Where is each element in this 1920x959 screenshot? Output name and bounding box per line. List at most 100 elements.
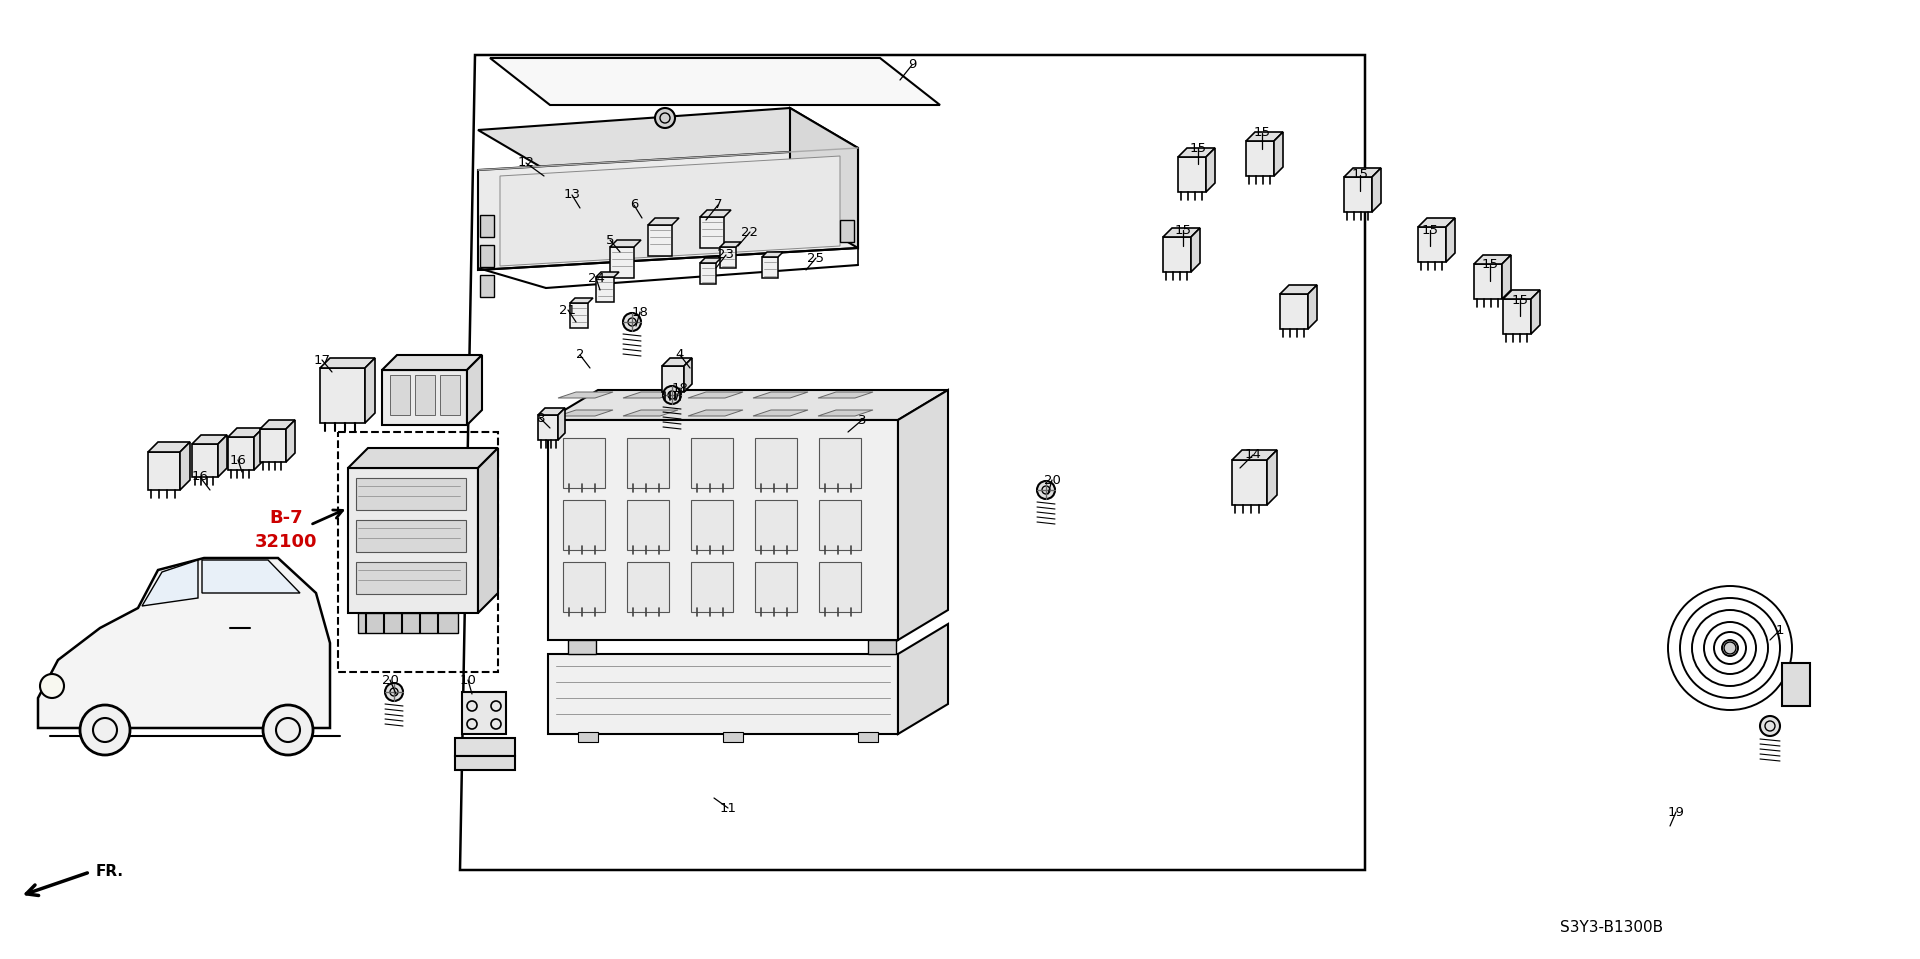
Bar	[563, 438, 605, 488]
Polygon shape	[547, 420, 899, 640]
Polygon shape	[1782, 663, 1811, 706]
Polygon shape	[1475, 255, 1511, 264]
Polygon shape	[202, 560, 300, 593]
Polygon shape	[538, 408, 564, 415]
Circle shape	[263, 705, 313, 755]
Polygon shape	[1344, 177, 1373, 212]
Polygon shape	[348, 448, 497, 468]
Polygon shape	[192, 435, 227, 444]
Polygon shape	[684, 358, 691, 392]
Text: 4: 4	[676, 348, 684, 362]
Bar	[563, 500, 605, 550]
Bar	[841, 220, 854, 242]
Polygon shape	[595, 277, 614, 302]
Text: 15: 15	[1421, 223, 1438, 237]
Polygon shape	[348, 468, 478, 613]
Polygon shape	[478, 148, 858, 270]
Text: 17: 17	[313, 354, 330, 366]
Polygon shape	[467, 355, 482, 425]
Text: 18: 18	[632, 306, 649, 318]
Bar	[338, 432, 497, 672]
Polygon shape	[595, 272, 618, 277]
Text: 22: 22	[741, 225, 758, 239]
Text: 21: 21	[559, 303, 576, 316]
Text: 15: 15	[1482, 259, 1498, 271]
Circle shape	[40, 674, 63, 698]
Polygon shape	[1206, 148, 1215, 192]
Bar	[755, 500, 797, 550]
Polygon shape	[253, 428, 263, 470]
Polygon shape	[228, 428, 263, 437]
Polygon shape	[1501, 255, 1511, 299]
Circle shape	[1761, 716, 1780, 736]
Polygon shape	[701, 210, 732, 217]
Text: 32100: 32100	[255, 533, 317, 551]
Text: 25: 25	[808, 251, 824, 265]
Polygon shape	[192, 444, 219, 477]
Polygon shape	[547, 390, 948, 420]
Bar	[440, 375, 461, 415]
Polygon shape	[382, 370, 467, 425]
Text: 16: 16	[230, 454, 246, 466]
Polygon shape	[1475, 264, 1501, 299]
Polygon shape	[1246, 141, 1275, 176]
Polygon shape	[478, 108, 858, 170]
Polygon shape	[547, 654, 899, 734]
Polygon shape	[1373, 168, 1380, 212]
Text: 12: 12	[518, 156, 534, 170]
Polygon shape	[1267, 450, 1277, 505]
Polygon shape	[1344, 168, 1380, 177]
Polygon shape	[762, 257, 778, 278]
Polygon shape	[219, 435, 227, 477]
Text: 14: 14	[1244, 449, 1261, 461]
Polygon shape	[365, 358, 374, 423]
Circle shape	[655, 108, 676, 128]
Polygon shape	[1503, 290, 1540, 299]
Polygon shape	[818, 410, 874, 416]
Polygon shape	[1281, 294, 1308, 329]
Polygon shape	[1179, 157, 1206, 192]
Polygon shape	[321, 368, 365, 423]
Polygon shape	[789, 108, 858, 248]
Bar	[691, 438, 733, 488]
Polygon shape	[687, 392, 743, 398]
Polygon shape	[1419, 218, 1455, 227]
Text: 10: 10	[459, 673, 476, 687]
Bar	[480, 245, 493, 267]
Text: S3Y3-B1300B: S3Y3-B1300B	[1559, 921, 1663, 935]
Polygon shape	[701, 258, 722, 263]
Bar	[755, 438, 797, 488]
Polygon shape	[1308, 285, 1317, 329]
Polygon shape	[559, 392, 612, 398]
Polygon shape	[1164, 228, 1200, 237]
Polygon shape	[148, 442, 190, 452]
Bar	[355, 562, 467, 594]
Polygon shape	[1446, 218, 1455, 262]
Polygon shape	[622, 410, 678, 416]
Polygon shape	[180, 442, 190, 490]
Circle shape	[662, 386, 682, 404]
Circle shape	[1724, 642, 1736, 654]
Bar	[415, 375, 436, 415]
Polygon shape	[818, 392, 874, 398]
Polygon shape	[1419, 227, 1446, 262]
Polygon shape	[559, 410, 612, 416]
Bar	[355, 520, 467, 552]
Polygon shape	[259, 420, 296, 429]
Polygon shape	[1164, 237, 1190, 272]
Bar	[357, 613, 459, 633]
Bar	[858, 732, 877, 742]
Polygon shape	[649, 218, 680, 225]
Bar	[390, 375, 411, 415]
Polygon shape	[899, 390, 948, 640]
Polygon shape	[1190, 228, 1200, 272]
Polygon shape	[687, 410, 743, 416]
Bar	[724, 732, 743, 742]
Text: 1: 1	[1776, 623, 1784, 637]
Bar	[480, 275, 493, 297]
Polygon shape	[649, 225, 672, 256]
Bar	[628, 500, 668, 550]
Polygon shape	[142, 560, 198, 606]
Bar	[820, 438, 860, 488]
Polygon shape	[720, 247, 735, 268]
